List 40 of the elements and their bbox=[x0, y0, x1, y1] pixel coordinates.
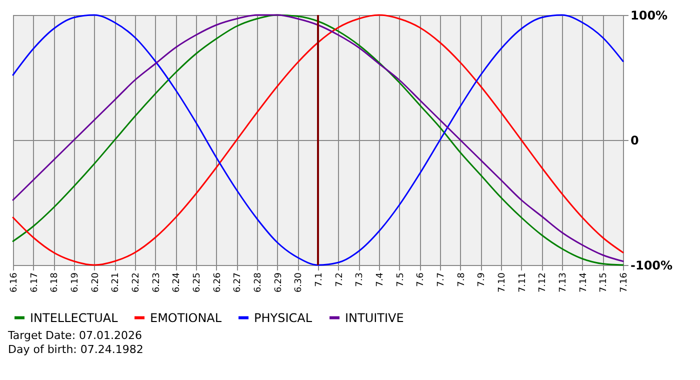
x-tick-label: 6.21 bbox=[111, 272, 122, 293]
x-tick-label: 7.10 bbox=[498, 272, 508, 293]
x-tick-label: 7.9 bbox=[477, 272, 488, 287]
legend-label: INTELLECTUAL bbox=[30, 310, 118, 325]
x-tick-label: 7.8 bbox=[456, 272, 467, 287]
x-tick-label: 7.14 bbox=[578, 272, 589, 293]
text: Day of birth: 07.24.1982 bbox=[8, 343, 144, 357]
x-tick-label: 6.30 bbox=[294, 272, 304, 293]
x-tick-label: 6.28 bbox=[254, 272, 264, 293]
x-tick-label: 7.3 bbox=[355, 272, 366, 287]
x-tick-label: 7.5 bbox=[396, 272, 406, 287]
y-tick-label: 100% bbox=[630, 8, 668, 22]
x-tick-label: 7.7 bbox=[436, 272, 446, 287]
x-tick-label: 6.25 bbox=[192, 272, 202, 293]
x-tick-label: 6.16 bbox=[10, 272, 20, 293]
x-tick-label: 6.26 bbox=[212, 272, 223, 293]
x-tick-label: 6.18 bbox=[50, 272, 60, 293]
x-tick-label: 6.23 bbox=[152, 272, 162, 293]
x-tick-label: 6.24 bbox=[172, 272, 182, 293]
text: Target Date: 07.01.2026 bbox=[8, 329, 144, 343]
x-tick-label: 7.1 bbox=[314, 272, 324, 287]
y-tick-label: -100% bbox=[630, 258, 673, 272]
x-tick-label: 7.13 bbox=[558, 272, 568, 293]
x-tick-label: 7.12 bbox=[538, 272, 548, 293]
x-tick-label: 7.4 bbox=[376, 272, 386, 287]
x-tick-label: 6.17 bbox=[30, 272, 40, 293]
x-tick-label: 6.20 bbox=[90, 272, 101, 293]
x-tick-label: 6.22 bbox=[132, 272, 142, 293]
y-tick-label: 0 bbox=[630, 134, 639, 148]
x-tick-label: 6.29 bbox=[274, 272, 284, 293]
x-tick-label: 7.6 bbox=[416, 272, 426, 287]
x-tick-label: 6.27 bbox=[233, 272, 244, 293]
x-tick-label: 7.16 bbox=[620, 272, 630, 293]
legend-label: EMOTIONAL bbox=[150, 310, 222, 325]
legend-label: INTUITIVE bbox=[345, 310, 404, 325]
x-tick-label: 6.19 bbox=[70, 272, 80, 293]
x-tick-label: 7.11 bbox=[518, 272, 528, 293]
x-tick-label: 7.15 bbox=[599, 272, 610, 293]
x-tick-label: 7.2 bbox=[334, 272, 345, 287]
legend-label: PHYSICAL bbox=[254, 310, 312, 325]
